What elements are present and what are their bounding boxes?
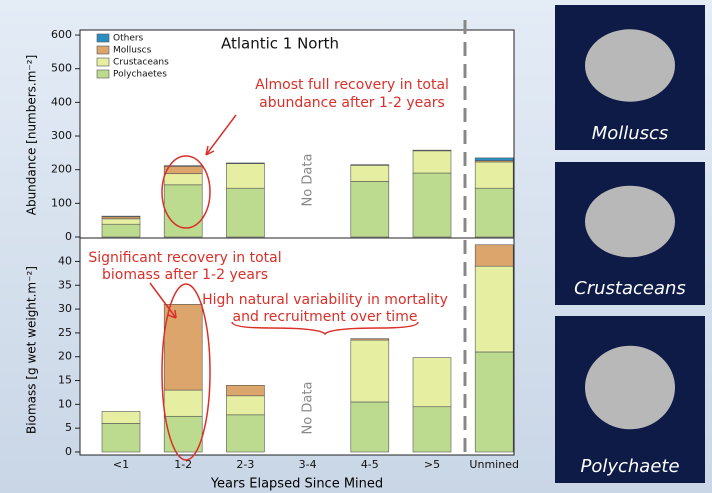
bar-segment bbox=[102, 224, 140, 237]
bar-segment bbox=[226, 385, 264, 395]
y-tick-label: 0 bbox=[65, 445, 72, 458]
y-tick-label: 10 bbox=[58, 397, 72, 410]
y-tick-label: 30 bbox=[58, 302, 72, 315]
y-tick-label: 200 bbox=[51, 163, 72, 176]
photo-specimen bbox=[585, 186, 675, 258]
y-tick-label: 20 bbox=[58, 350, 72, 363]
legend-swatch bbox=[97, 34, 109, 42]
x-axis-label: Years Elapsed Since Mined bbox=[210, 477, 383, 492]
bar-segment bbox=[226, 415, 264, 452]
x-tick-label: Unmined bbox=[469, 458, 519, 471]
y-tick-label: 500 bbox=[51, 62, 72, 75]
y-tick-label: 300 bbox=[51, 129, 72, 142]
legend-label: Polychaetes bbox=[113, 70, 167, 80]
bar-segment bbox=[475, 245, 513, 266]
bar-segment bbox=[351, 181, 389, 237]
y-tick-label: 100 bbox=[51, 196, 72, 209]
bar-segment bbox=[164, 416, 202, 452]
chart-title: Atlantic 1 North bbox=[221, 35, 339, 53]
annotation: High natural variability in mortality bbox=[202, 292, 448, 308]
legend-swatch bbox=[97, 46, 109, 54]
legend-label: Others bbox=[113, 34, 144, 44]
bar-segment bbox=[226, 163, 264, 164]
bar-segment bbox=[413, 150, 451, 151]
bar-segment bbox=[413, 407, 451, 452]
bar-segment bbox=[351, 340, 389, 402]
photo-label: Molluscs bbox=[592, 123, 669, 144]
bar-segment bbox=[475, 352, 513, 452]
bar-segment bbox=[164, 304, 202, 390]
annotation: and recruitment over time bbox=[233, 309, 418, 325]
photo-specimen bbox=[585, 346, 675, 430]
bar-segment bbox=[102, 216, 140, 217]
x-tick-label: >5 bbox=[424, 458, 440, 471]
page: 0100200300400500600OthersMolluscsCrustac… bbox=[0, 0, 712, 493]
bar-segment bbox=[475, 162, 513, 188]
bar-segment bbox=[102, 423, 140, 452]
bar-segment bbox=[226, 164, 264, 189]
x-tick-label: 2-3 bbox=[236, 458, 254, 471]
bar-segment bbox=[164, 390, 202, 416]
photo-specimen bbox=[585, 29, 675, 102]
annotation: Significant recovery in total bbox=[88, 250, 281, 266]
y-tick-label: 600 bbox=[51, 28, 72, 41]
bar-segment bbox=[351, 165, 389, 181]
bar-segment bbox=[351, 402, 389, 452]
bar-segment bbox=[226, 396, 264, 415]
bar-segment bbox=[164, 185, 202, 237]
y-tick-label: 15 bbox=[58, 374, 72, 387]
annotation: Almost full recovery in total bbox=[255, 77, 449, 93]
no-data: No Data bbox=[301, 154, 316, 207]
bar-segment bbox=[351, 165, 389, 166]
legend-label: Crustaceans bbox=[113, 58, 169, 68]
bar-segment bbox=[475, 158, 513, 161]
y-axis-label: Biomass [g wet weight.m⁻²] bbox=[25, 266, 39, 434]
photo-label: Crustaceans bbox=[574, 278, 686, 299]
y-tick-label: 0 bbox=[65, 230, 72, 243]
bar-segment bbox=[164, 174, 202, 185]
x-tick-label: 3-4 bbox=[299, 458, 317, 471]
bar-segment bbox=[475, 266, 513, 352]
legend-swatch bbox=[97, 70, 109, 78]
x-tick-label: <1 bbox=[113, 458, 129, 471]
bar-segment bbox=[102, 219, 140, 224]
y-tick-label: 40 bbox=[58, 254, 72, 267]
y-axis-label: Abundance [numbers.m⁻²] bbox=[25, 55, 39, 216]
no-data: No Data bbox=[301, 382, 316, 435]
bar-segment bbox=[102, 412, 140, 424]
y-tick-label: 35 bbox=[58, 278, 72, 291]
bar-segment bbox=[102, 217, 140, 219]
bar-segment bbox=[475, 188, 513, 237]
bar-segment bbox=[413, 358, 451, 407]
legend-swatch bbox=[97, 58, 109, 66]
bar-segment bbox=[164, 166, 202, 173]
bar-segment bbox=[413, 173, 451, 237]
x-tick-label: 4-5 bbox=[361, 458, 379, 471]
legend-label: Molluscs bbox=[113, 46, 152, 56]
photo-label: Polychaete bbox=[580, 456, 679, 477]
bar-segment bbox=[351, 339, 389, 340]
bar-segment bbox=[226, 188, 264, 237]
y-tick-label: 25 bbox=[58, 326, 72, 339]
bar-segment bbox=[413, 151, 451, 173]
annotation: abundance after 1-2 years bbox=[259, 95, 445, 111]
annotation: biomass after 1-2 years bbox=[102, 267, 268, 283]
y-tick-label: 5 bbox=[65, 421, 72, 434]
y-tick-label: 400 bbox=[51, 95, 72, 108]
